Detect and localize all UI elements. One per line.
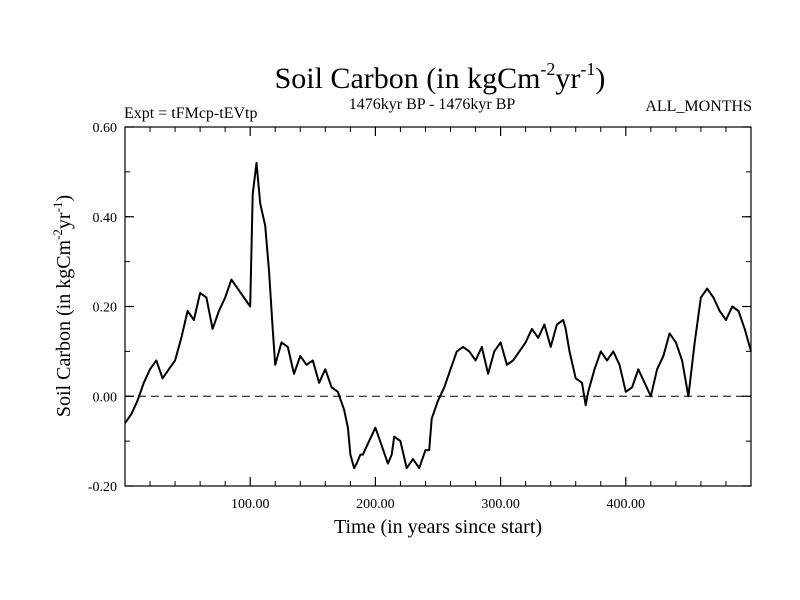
y-tick-label: 0.60: [93, 121, 118, 136]
x-tick-label: 200.00: [356, 497, 395, 512]
series-line-soil-carbon: [124, 161, 752, 470]
subtitle-months: ALL_MONTHS: [645, 98, 752, 115]
x-axis: 100.00 200.00 300.00 400.00: [149, 127, 727, 512]
y-tick-label: 0.40: [93, 211, 118, 226]
y-axis: -0.20 0.00 0.20 0.40 0.60: [88, 121, 751, 495]
y-tick-label: 0.20: [93, 301, 118, 316]
plot-frame: [124, 126, 752, 487]
subtitle-period: 1476kyr BP - 1476kyr BP: [349, 96, 516, 113]
y-axis-label: Soil Carbon (in kgCm-2yr-1): [50, 195, 75, 417]
x-tick-label: 100.00: [231, 497, 270, 512]
y-tick-label: -0.20: [88, 480, 117, 495]
x-tick-label: 300.00: [481, 497, 520, 512]
plot-area: -0.20 0.00 0.20 0.40 0.60 100.00 200.00 300.00…: [88, 121, 752, 512]
x-axis-label: Time (in years since start): [334, 516, 542, 538]
chart-title: Soil Carbon (in kgCm-2yr-1): [275, 59, 606, 95]
subtitle-experiment: Expt = tFMcp-tEVtp: [124, 105, 257, 122]
y-tick-label: 0.00: [93, 390, 118, 405]
x-tick-label: 400.00: [607, 497, 646, 512]
